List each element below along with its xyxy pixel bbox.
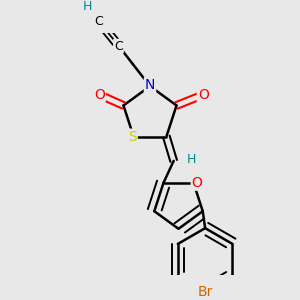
Text: H: H	[82, 0, 92, 13]
Text: C: C	[114, 40, 123, 53]
Text: O: O	[198, 88, 208, 101]
Text: H: H	[187, 153, 196, 166]
Text: C: C	[95, 15, 103, 28]
Text: O: O	[192, 176, 203, 190]
Text: S: S	[128, 130, 137, 144]
Text: Br: Br	[197, 285, 213, 299]
Text: N: N	[145, 78, 155, 92]
Text: O: O	[94, 88, 105, 101]
